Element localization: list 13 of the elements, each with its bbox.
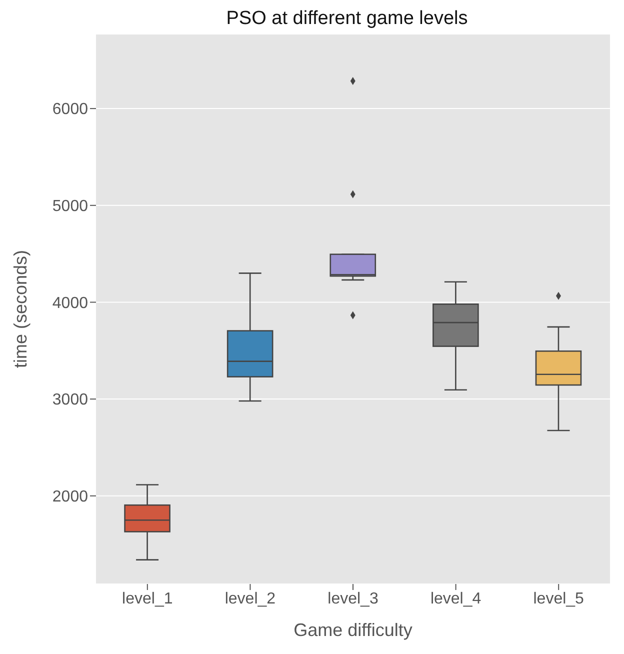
x-tick-label: level_2	[224, 590, 276, 608]
y-axis-title: time (seconds)	[10, 250, 30, 368]
x-tick-label: level_5	[533, 590, 584, 608]
y-tick-label: 4000	[52, 294, 88, 312]
chart-title: PSO at different game levels	[225, 8, 469, 30]
y-tick-label: 3000	[52, 392, 88, 409]
y-tick-label: 5000	[52, 198, 88, 216]
x-tick-label: level_3	[328, 590, 378, 608]
x-tick-label: level_4	[430, 590, 482, 608]
y-tick-label: 2000	[52, 488, 88, 506]
x-axis-title: Game difficulty	[294, 620, 412, 640]
y-tick-label: 6000	[52, 101, 88, 118]
x-tick-label: level_1	[122, 590, 173, 608]
